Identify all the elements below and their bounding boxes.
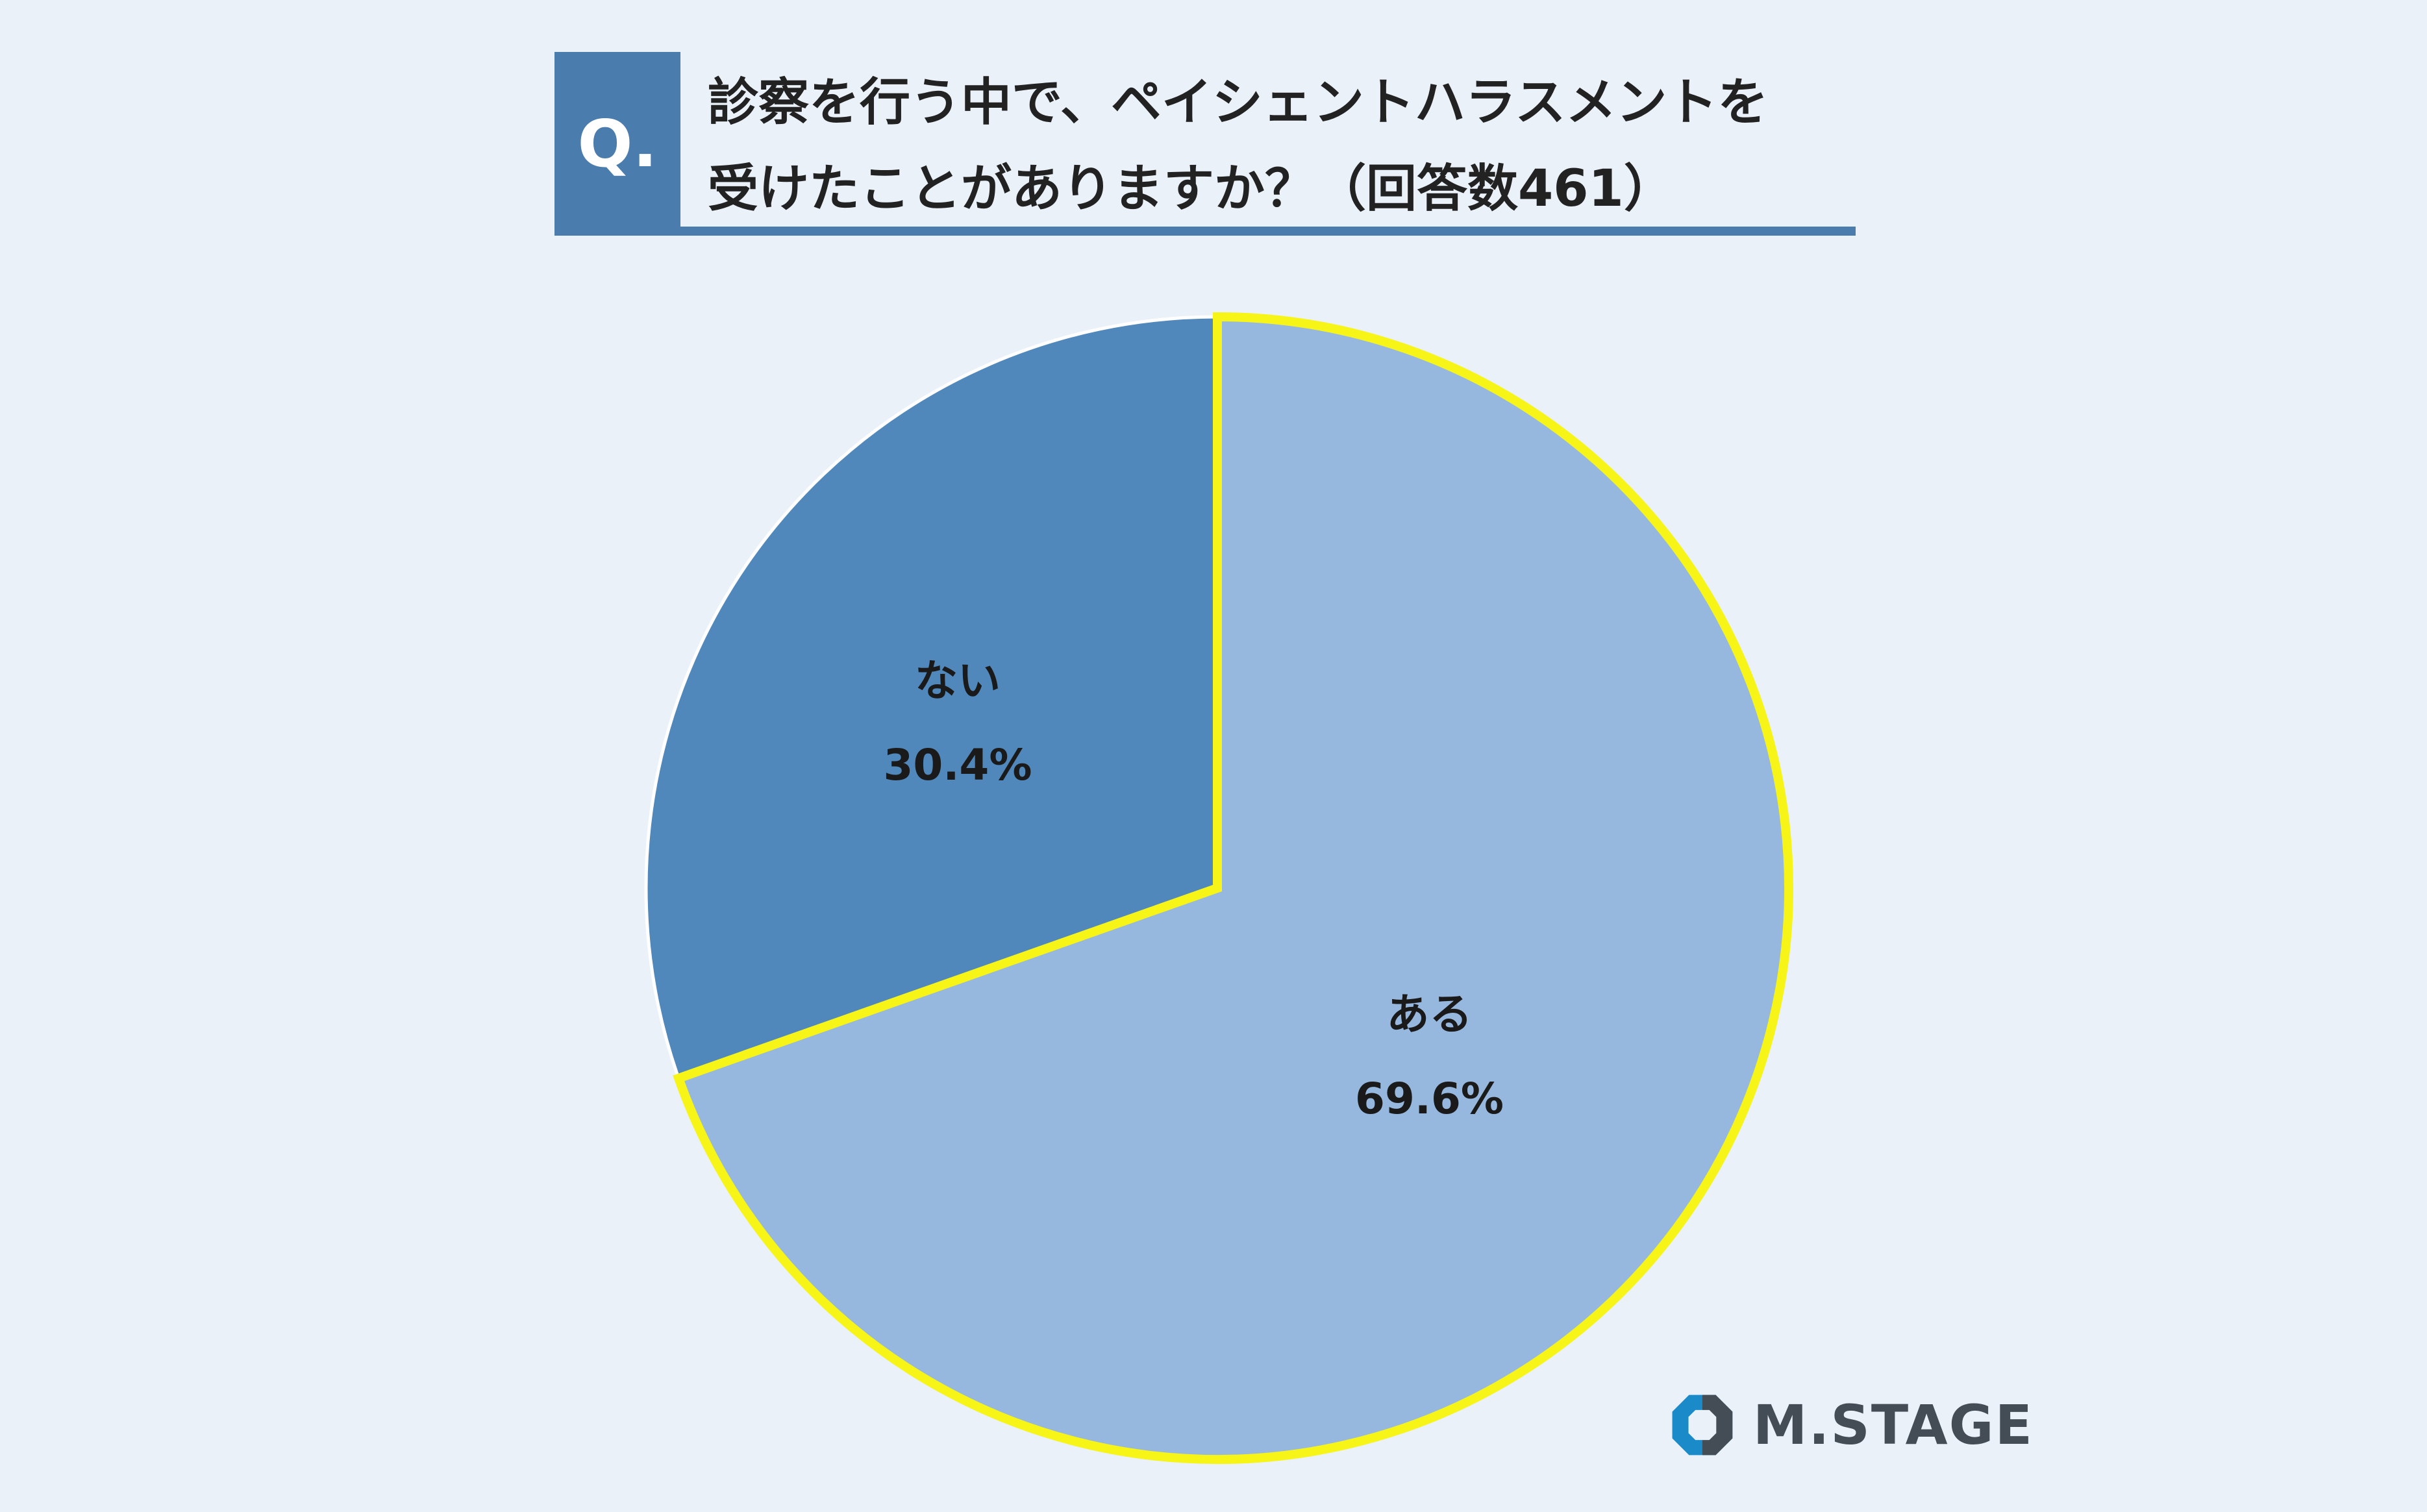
pie-slice-label-1: ある [1387, 989, 1473, 1039]
pie-slice-1 [673, 312, 1794, 1464]
question-text: 診察を行う中で、ペイシェントハラスメントを 受けたことがありますか？（回答数46… [708, 60, 1863, 232]
question-line-1: 診察を行う中で、ペイシェントハラスメントを [708, 73, 1769, 132]
mstage-logo: M.STAGE [1670, 1383, 2034, 1467]
question-badge: Q. [554, 52, 680, 236]
octagon-logo-icon [1672, 1394, 1733, 1456]
pie-slice-value-1: 69.6% [1355, 1074, 1504, 1124]
header-underline [554, 227, 1856, 236]
question-line-2: 受けたことがありますか？（回答数461） [708, 160, 1674, 218]
logo-text: M.STAGE [1752, 1393, 2034, 1457]
pie-slice-2 [644, 315, 1219, 1081]
pie-slice-value-2: 30.4% [884, 740, 1032, 790]
pie-slice-label-2: ない [915, 656, 1001, 706]
